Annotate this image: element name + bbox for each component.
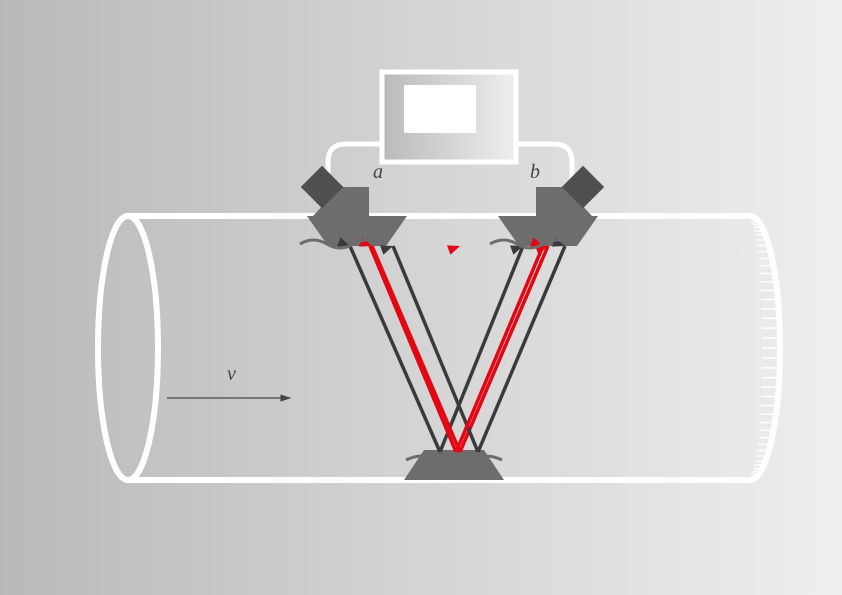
label-a: a xyxy=(373,161,383,183)
label-b: b xyxy=(530,161,540,183)
label-v: v xyxy=(227,363,236,385)
instrument-screen xyxy=(404,85,476,133)
